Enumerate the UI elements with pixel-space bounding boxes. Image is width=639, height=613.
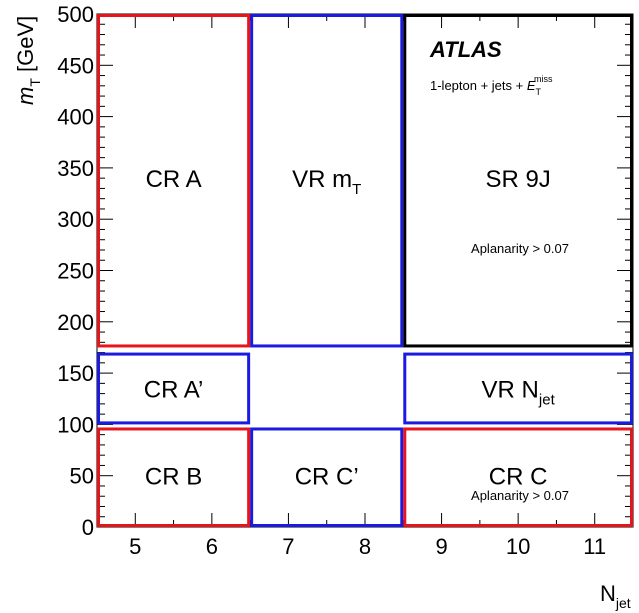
y-axis-title-unit: [GeV] [13, 16, 38, 78]
x-tick-label: 5 [129, 534, 141, 559]
region-label-vr-njet: VR Njet [482, 376, 556, 408]
region-label-cr-a-prime: CR A’ [144, 376, 204, 403]
y-axis-title: mT [GeV] [13, 16, 43, 105]
channel-sub: T [536, 87, 542, 97]
region-vr-njet [403, 352, 633, 425]
y-tick-label: 150 [57, 361, 94, 386]
y-tick-label: 400 [57, 105, 94, 130]
regions-layer [97, 14, 633, 527]
x-tick-label: 6 [206, 534, 218, 559]
region-label-sr-9j: SR 9J [485, 166, 550, 193]
region-cr-a [97, 14, 251, 348]
sr-cut-label: Aplanarity > 0.07 [471, 241, 569, 256]
plot-frame [96, 13, 634, 528]
y-tick-label: 450 [57, 53, 94, 78]
x-tick-label: 11 [583, 534, 606, 559]
region-vr-mt [250, 14, 404, 348]
x-tick-label: 10 [506, 534, 530, 559]
y-axis-title-sub: T [27, 78, 43, 87]
region-cr-a-prime [97, 352, 251, 425]
atlas-label: ATLAS [429, 37, 502, 62]
y-tick-label: 0 [82, 515, 94, 540]
channel-text: 1-lepton + jets + [430, 78, 527, 93]
y-tick-label: 250 [57, 259, 94, 284]
region-cr-c-prime [250, 427, 404, 527]
axes-box [96, 13, 634, 528]
x-tick-label: 9 [435, 534, 447, 559]
x-axis-title-sub: jet [615, 595, 631, 611]
channel-sup: miss [534, 74, 553, 84]
region-label-vr-mt: VR mT [292, 166, 361, 198]
channel-label: 1-lepton + jets + ETmiss [430, 74, 553, 97]
x-axis-title: Njet [600, 581, 631, 611]
y-tick-label: 50 [70, 464, 94, 489]
channel-symbol: E [527, 78, 536, 93]
y-tick-label: 350 [57, 156, 94, 181]
region-label-cr-c-prime: CR C’ [295, 464, 359, 491]
y-tick-label: 500 [57, 2, 94, 27]
x-tick-label: 8 [359, 534, 371, 559]
region-cr-b [97, 427, 251, 527]
region-sr-9j [403, 14, 633, 348]
labels-layer: CR A CR A’ CR B VR mT CR C’ SR 9J VR Njet CR C [144, 166, 556, 491]
y-axis-title-main: m [13, 87, 38, 105]
region-label-cr-c: CR C [489, 464, 548, 491]
region-label-cr-a: CR A [146, 166, 202, 193]
x-tick-label: 7 [282, 534, 294, 559]
region-cr-c [403, 427, 633, 527]
x-axis-title-main: N [600, 581, 616, 606]
y-tick-label: 300 [57, 207, 94, 232]
y-tick-label: 100 [57, 412, 94, 437]
crc-cut-label: Aplanarity > 0.07 [471, 488, 569, 503]
region-label-cr-b: CR B [145, 464, 202, 491]
y-tick-label: 200 [57, 310, 94, 335]
